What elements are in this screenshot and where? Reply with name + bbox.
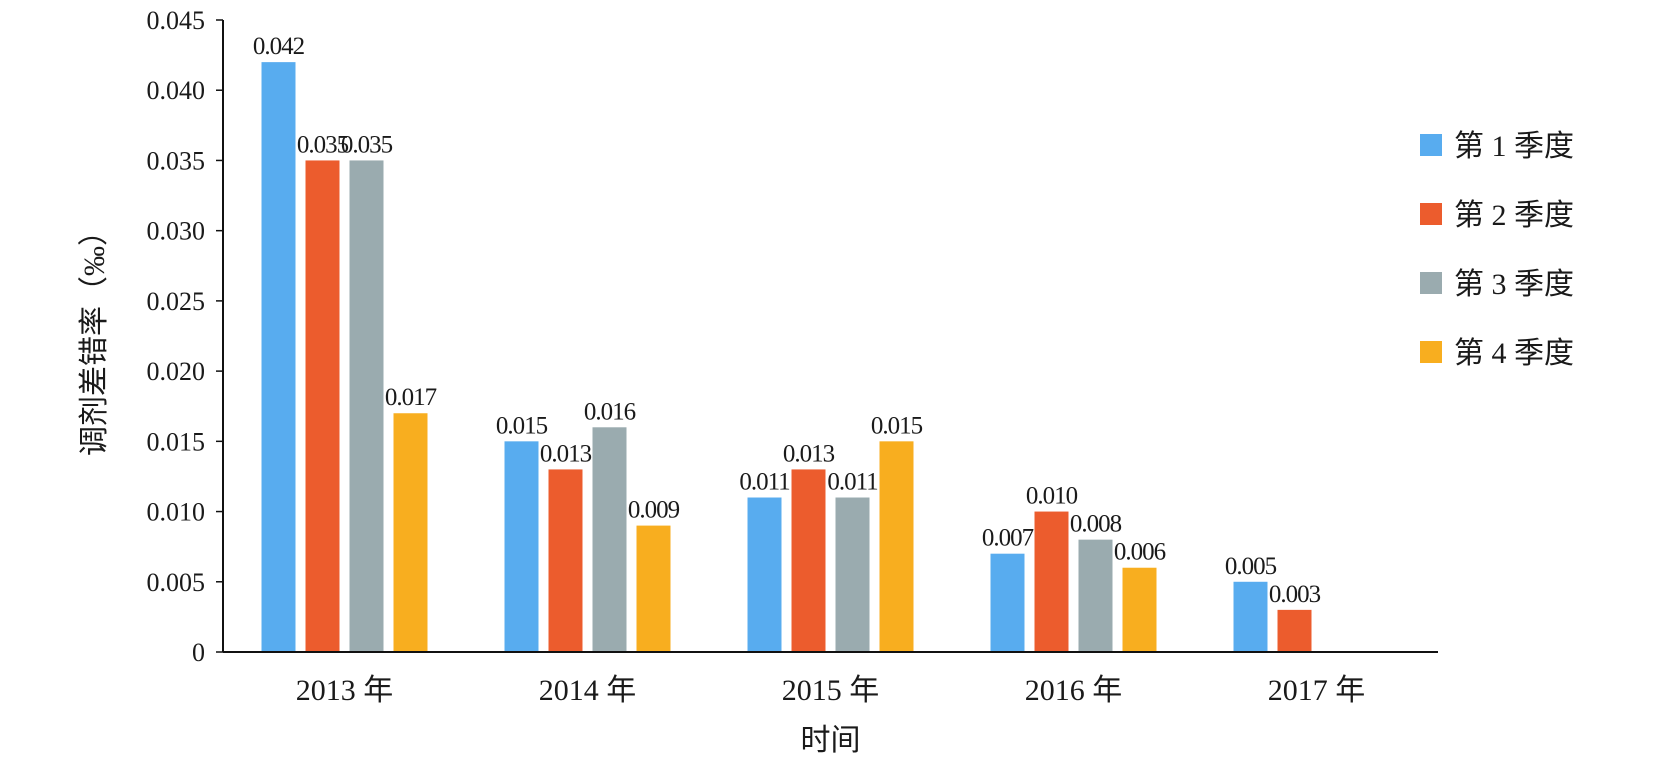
bar-data-label: 0.015 xyxy=(871,412,923,439)
legend-swatch xyxy=(1420,203,1442,225)
bar-data-label: 0.013 xyxy=(783,440,835,467)
legend-label: 第 4 季度 xyxy=(1454,337,1574,370)
y-tick-label: 0.010 xyxy=(147,498,206,527)
bar xyxy=(1122,567,1157,652)
bar-data-label: 0.009 xyxy=(628,497,680,524)
bar-data-label: 0.010 xyxy=(1026,483,1078,510)
bar xyxy=(1078,539,1113,652)
data-labels: 0.0420.0350.0350.0170.0150.0130.0160.009… xyxy=(253,33,1322,608)
bar xyxy=(636,525,671,652)
legend-label: 第 3 季度 xyxy=(1454,268,1574,301)
bar-data-label: 0.006 xyxy=(1114,539,1166,566)
y-tick-label: 0.005 xyxy=(147,568,206,597)
y-tick-label: 0.020 xyxy=(147,357,206,386)
y-tick-label: 0 xyxy=(192,638,205,667)
bar-data-label: 0.007 xyxy=(982,525,1034,552)
bar-data-label: 0.011 xyxy=(827,469,877,496)
x-axis-title: 时间 xyxy=(801,724,861,757)
y-tick-label: 0.040 xyxy=(147,76,206,105)
bar-data-label: 0.013 xyxy=(540,440,592,467)
legend-swatch xyxy=(1420,341,1442,363)
bar xyxy=(393,413,428,652)
y-tick-label: 0.035 xyxy=(147,146,206,175)
x-axis-categories: 2013 年 2014 年 2015 年 2016 年 2017 年 xyxy=(296,674,1366,707)
bar xyxy=(879,441,914,652)
legend-swatch xyxy=(1420,272,1442,294)
bar-data-label: 0.011 xyxy=(739,469,789,496)
bar-data-label: 0.005 xyxy=(1225,553,1277,580)
y-tick-label: 0.025 xyxy=(147,287,206,316)
legend-swatch xyxy=(1420,134,1442,156)
bars xyxy=(261,62,1312,652)
bar xyxy=(747,497,782,652)
bar xyxy=(592,427,627,652)
x-category-label: 2014 年 xyxy=(539,674,637,707)
bar-data-label: 0.015 xyxy=(496,412,548,439)
bar xyxy=(548,469,583,652)
legend-label: 第 2 季度 xyxy=(1454,199,1574,232)
x-category-label: 2016 年 xyxy=(1025,674,1123,707)
x-category-label: 2017 年 xyxy=(1268,674,1366,707)
y-axis-ticks: 0 0.005 0.010 0.015 0.020 0.025 0.030 0.035 0.04… xyxy=(147,6,223,667)
bar xyxy=(1233,581,1268,652)
legend-label: 第 1 季度 xyxy=(1454,130,1574,163)
bar-data-label: 0.008 xyxy=(1070,511,1122,538)
bar xyxy=(504,441,539,652)
bar xyxy=(835,497,870,652)
bar-data-label: 0.035 xyxy=(297,131,349,158)
y-axis-title: 调剂差错率（‰） xyxy=(78,216,111,456)
y-tick-label: 0.045 xyxy=(147,6,206,35)
bar xyxy=(990,553,1025,652)
bar xyxy=(261,62,296,652)
legend: 第 1 季度第 2 季度第 3 季度第 4 季度 xyxy=(1420,130,1574,370)
bar-data-label: 0.042 xyxy=(253,33,305,60)
bar xyxy=(305,160,340,652)
bar-data-label: 0.035 xyxy=(341,131,393,158)
x-category-label: 2013 年 xyxy=(296,674,394,707)
bar xyxy=(1034,511,1069,652)
y-tick-label: 0.015 xyxy=(147,427,206,456)
bar-data-label: 0.016 xyxy=(584,398,636,425)
bar xyxy=(1277,609,1312,652)
x-category-label: 2015 年 xyxy=(782,674,880,707)
bar-data-label: 0.017 xyxy=(385,384,437,411)
bar xyxy=(791,469,826,652)
bar-data-label: 0.003 xyxy=(1269,581,1321,608)
bar xyxy=(349,160,384,652)
y-tick-label: 0.030 xyxy=(147,217,206,246)
